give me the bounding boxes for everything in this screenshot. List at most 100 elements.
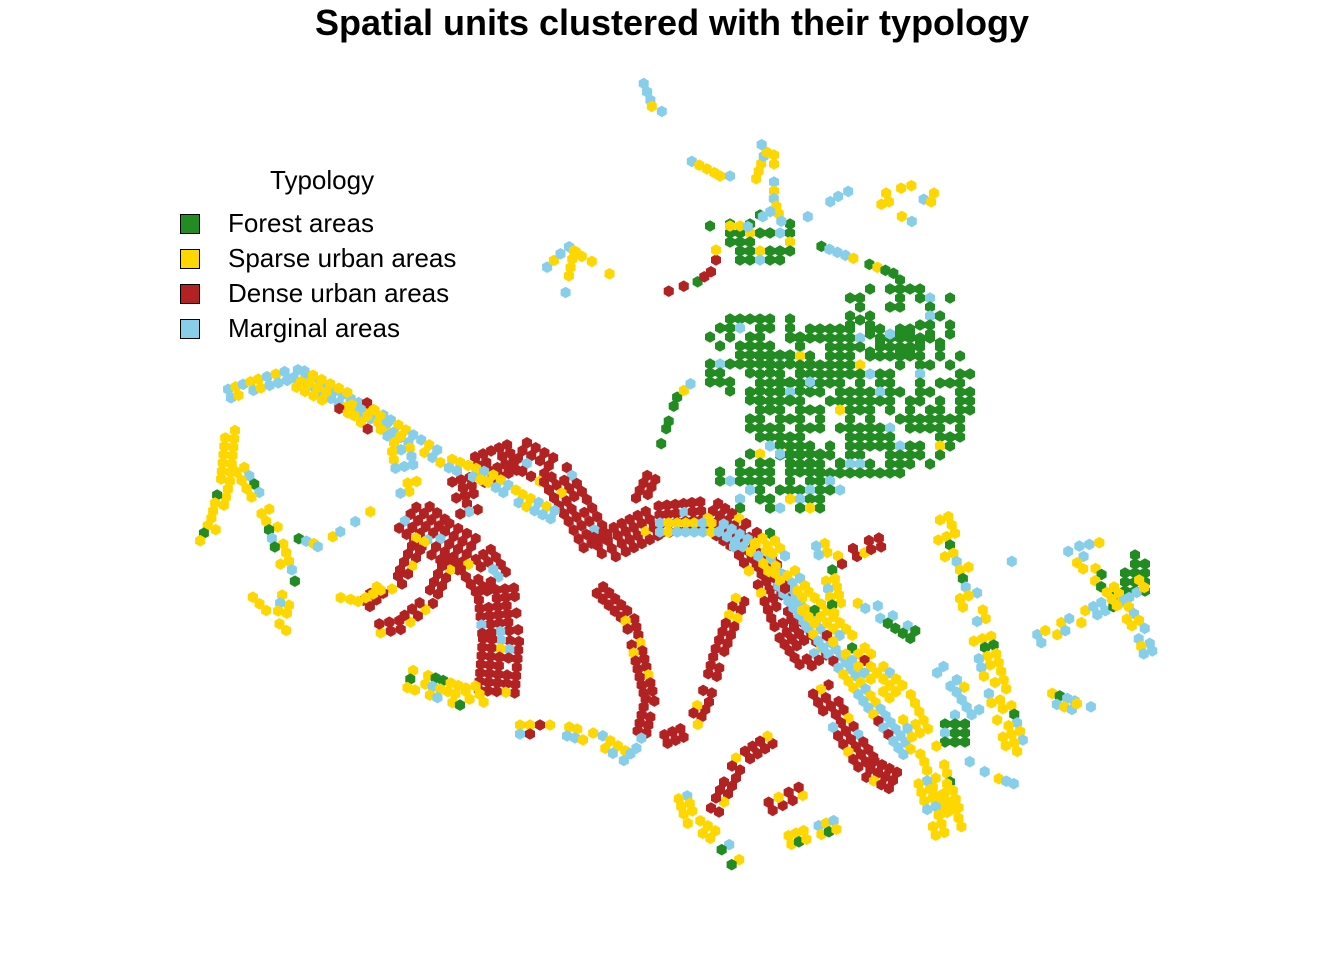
hex-cell xyxy=(755,331,765,343)
hex-cell xyxy=(815,368,825,380)
hex-cell xyxy=(662,737,673,749)
hex-cell xyxy=(745,340,755,352)
hex-cell xyxy=(509,687,520,699)
hex-cells-layer xyxy=(195,77,1158,871)
hex-cell xyxy=(865,283,875,295)
hex-cell xyxy=(915,283,925,295)
hex-cell xyxy=(236,474,247,487)
hex-cell xyxy=(362,423,373,435)
hex-cell xyxy=(752,579,763,591)
hex-cell xyxy=(922,723,933,735)
hex-cell xyxy=(705,220,715,232)
hex-cell xyxy=(266,532,277,545)
hex-cell xyxy=(945,377,955,389)
hex-cell xyxy=(405,616,416,628)
hex-cell xyxy=(492,677,503,689)
hex-cell xyxy=(680,526,691,538)
hex-cell xyxy=(525,728,535,740)
hex-cell xyxy=(765,475,775,487)
hex-cell xyxy=(840,249,851,262)
hex-cell xyxy=(819,537,830,550)
hex-cell xyxy=(745,484,755,496)
hex-cell xyxy=(980,612,991,625)
hex-cell xyxy=(563,270,574,282)
hex-cell xyxy=(255,382,266,394)
hex-cell xyxy=(300,385,310,398)
hex-cell xyxy=(825,395,835,407)
hex-cell xyxy=(811,540,822,552)
hex-cell xyxy=(845,395,855,407)
hex-cell xyxy=(672,391,683,403)
hex-cell xyxy=(735,358,745,370)
hex-cell xyxy=(475,658,486,671)
hex-cell xyxy=(815,323,825,335)
hex-cell xyxy=(848,542,858,555)
hex-cell xyxy=(805,475,815,487)
hex-cell xyxy=(542,261,553,273)
hex-cell xyxy=(1080,604,1091,617)
hex-cell xyxy=(755,457,765,469)
hex-cell xyxy=(863,534,874,547)
hex-cell xyxy=(729,620,740,633)
hex-cell xyxy=(1000,739,1011,752)
hex-cell xyxy=(491,584,501,596)
hex-cell xyxy=(785,386,795,398)
hex-cell xyxy=(493,668,504,681)
hex-cell xyxy=(837,558,847,570)
hex-cell xyxy=(679,506,690,519)
hex-cell xyxy=(775,431,785,443)
hex-cell xyxy=(715,340,725,352)
hex-cell xyxy=(865,413,875,425)
hex-cell xyxy=(888,267,899,280)
hex-cell xyxy=(256,507,267,520)
hex-cell xyxy=(726,523,737,535)
hex-cell xyxy=(584,515,595,528)
hex-cell xyxy=(927,792,938,804)
hex-cell xyxy=(497,450,508,463)
hex-cell xyxy=(941,530,952,543)
hex-cell xyxy=(501,599,512,612)
hex-cell xyxy=(482,585,493,597)
hex-cell xyxy=(785,466,795,478)
hex-cell xyxy=(718,518,729,530)
hex-cell xyxy=(964,755,975,768)
hex-cell xyxy=(620,545,631,558)
hex-cell xyxy=(325,378,336,390)
hex-cell xyxy=(825,700,836,712)
hex-cell xyxy=(785,457,795,469)
hex-cell xyxy=(385,625,396,637)
hex-cell xyxy=(549,504,560,517)
hex-cell xyxy=(825,332,835,344)
hex-cell xyxy=(404,442,415,454)
hex-cell xyxy=(411,475,422,488)
hex-cell xyxy=(895,301,905,313)
hex-cell xyxy=(470,680,481,692)
hex-cell xyxy=(825,440,835,452)
hex-cell xyxy=(721,530,732,543)
hex-cell xyxy=(1076,616,1087,629)
hex-cell xyxy=(965,404,975,416)
hex-cell xyxy=(935,350,945,362)
hex-cell xyxy=(785,322,795,334)
hex-cell xyxy=(670,498,681,511)
hex-cell xyxy=(247,591,258,603)
hex-cell xyxy=(526,449,537,462)
hex-cell xyxy=(925,783,935,796)
hex-cell xyxy=(815,359,825,371)
hex-cell xyxy=(511,670,522,682)
hex-cell xyxy=(425,584,435,596)
hex-cell xyxy=(905,395,915,407)
hex-cell xyxy=(835,332,845,344)
hex-cell xyxy=(281,624,292,637)
hex-cell xyxy=(776,215,787,227)
hex-cell xyxy=(706,517,717,529)
hex-cell xyxy=(925,422,935,434)
hex-cell xyxy=(606,542,617,555)
hex-cell xyxy=(865,673,876,685)
hex-cell xyxy=(696,505,707,517)
hex-cell xyxy=(494,617,505,629)
hex-cell xyxy=(646,100,657,113)
hex-cell xyxy=(855,422,865,434)
hex-cell xyxy=(845,368,855,380)
